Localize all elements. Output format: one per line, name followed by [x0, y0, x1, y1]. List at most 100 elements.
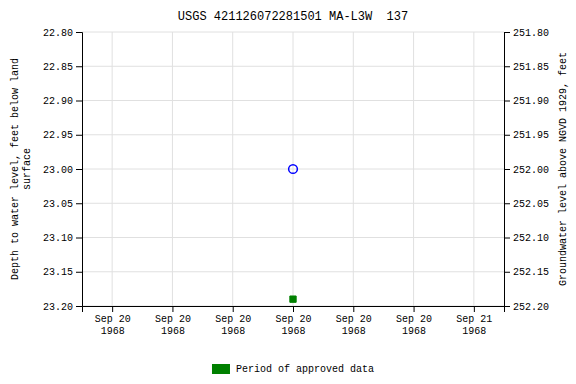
x-tick: Sep 201968: [155, 306, 191, 337]
y-tick: 23.05: [43, 199, 82, 210]
tick-mark: [414, 306, 415, 312]
tick-label-line: 1968: [281, 326, 305, 337]
grid-line-x: [232, 32, 233, 306]
tick-mark: [504, 238, 510, 239]
tick-mark: [76, 32, 82, 33]
tick-mark: [76, 169, 82, 170]
tick-label: Sep 201968: [95, 314, 131, 337]
x-tick: Sep 201968: [396, 306, 432, 337]
tick-mark: [504, 66, 510, 67]
y2-axis-label: Groundwater level above NGVD 1929, feet: [558, 52, 569, 286]
y-tick: 22.90: [43, 96, 82, 107]
grid-line-x: [473, 32, 474, 306]
tick-label: Sep 201968: [215, 314, 251, 337]
tick-label: 23.20: [43, 302, 73, 313]
tick-mark: [76, 272, 82, 273]
tick-label-line: 1968: [221, 326, 245, 337]
tick-mark: [504, 203, 510, 204]
y-tick: 23.15: [43, 267, 82, 278]
tick-label-line: 1968: [462, 326, 486, 337]
y-tick: 22.95: [43, 130, 82, 141]
y2-tick: 251.90: [504, 96, 549, 107]
tick-label-line: Sep 20: [275, 314, 311, 325]
tick-mark: [504, 169, 510, 170]
tick-label: 252.20: [513, 302, 549, 313]
y-tick: 23.00: [43, 165, 82, 176]
y-tick: 23.20: [43, 302, 82, 313]
grid-line-x: [413, 32, 414, 306]
axis-domain: [505, 33, 511, 307]
tick-label-line: Sep 20: [215, 314, 251, 325]
tick-label-line: Sep 21: [456, 314, 492, 325]
tick-label: 23.05: [43, 199, 73, 210]
x-tick: Sep 211968: [456, 306, 492, 337]
y2-tick: 252.15: [504, 267, 549, 278]
y-tick: 22.80: [43, 28, 82, 39]
tick-label-line: 1968: [101, 326, 125, 337]
x-tick: Sep 201968: [215, 306, 251, 337]
tick-label: 23.15: [43, 267, 73, 278]
y-axis: 22.80 22.85 22.90 22.95 23.00 23.05 23.10 23.15…: [43, 28, 83, 313]
tick-mark: [76, 101, 82, 102]
tick-label: 252.05: [513, 199, 549, 210]
y-tick: 22.85: [43, 62, 82, 73]
tick-mark: [504, 32, 510, 33]
tick-label: 22.85: [43, 62, 73, 73]
tick-label: Sep 201968: [275, 314, 311, 337]
y2-tick: 252.20: [504, 302, 549, 313]
tick-mark: [76, 203, 82, 204]
tick-label-line: 1968: [402, 326, 426, 337]
tick-label: 252.00: [513, 165, 549, 176]
grid-line-x: [353, 32, 354, 306]
tick-mark: [293, 306, 294, 312]
tick-mark: [504, 101, 510, 102]
tick-mark: [172, 306, 173, 312]
tick-label: 22.80: [43, 28, 73, 39]
tick-label-line: Sep 20: [336, 314, 372, 325]
x-tick: Sep 201968: [336, 306, 372, 337]
tick-mark: [504, 272, 510, 273]
legend: Period of approved data: [212, 364, 374, 375]
legend-swatch: [212, 364, 230, 374]
y2-axis: 251.80 251.85 251.90 251.95 252.00 252.05 252.…: [504, 28, 549, 313]
tick-label: 251.95: [513, 130, 549, 141]
tick-label: 251.85: [513, 62, 549, 73]
y-axis-label: Depth to water level, feet below landsur…: [10, 58, 33, 280]
tick-mark: [76, 238, 82, 239]
title: USGS 421126072281501 MA-L3W 137: [178, 10, 408, 24]
tick-label: Sep 201968: [336, 314, 372, 337]
series: [289, 165, 298, 174]
tick-mark: [353, 306, 354, 312]
tick-mark: [76, 306, 82, 307]
tick-label: 23.00: [43, 165, 73, 176]
y2-tick: 252.10: [504, 233, 549, 244]
grid: [82, 32, 504, 306]
tick-label: Sep 211968: [456, 314, 492, 337]
y-tick: 23.10: [43, 233, 82, 244]
tick-label: 251.90: [513, 96, 549, 107]
tick-label: Sep 201968: [396, 314, 432, 337]
tick-mark: [76, 66, 82, 67]
axis-label-line: Depth to water level, feet below land: [10, 58, 21, 280]
tick-label: 23.10: [43, 233, 73, 244]
y2-tick: 252.05: [504, 199, 549, 210]
tick-label: 252.10: [513, 233, 549, 244]
tick-label: 22.90: [43, 96, 73, 107]
y2-tick: 252.00: [504, 165, 549, 176]
chart: 22.80 22.85 22.90 22.95 23.00 23.05 23.10 23.15…: [0, 0, 576, 384]
tick-mark: [474, 306, 475, 312]
axis-domain: [76, 33, 83, 307]
tick-label-line: 1968: [342, 326, 366, 337]
tick-label-line: Sep 20: [396, 314, 432, 325]
grid-line-x: [112, 32, 113, 306]
plot: 22.80 22.85 22.90 22.95 23.00 23.05 23.10 23.15…: [10, 28, 569, 337]
tick-label: 251.80: [513, 28, 549, 39]
tick-mark: [76, 135, 82, 136]
x-tick: Sep 201968: [275, 306, 311, 337]
tick-label-line: 1968: [161, 326, 185, 337]
tick-mark: [112, 306, 113, 312]
tick-label-line: Sep 20: [155, 314, 191, 325]
point: [290, 296, 296, 302]
grid-line-x: [172, 32, 173, 306]
y2-tick: 251.95: [504, 130, 549, 141]
